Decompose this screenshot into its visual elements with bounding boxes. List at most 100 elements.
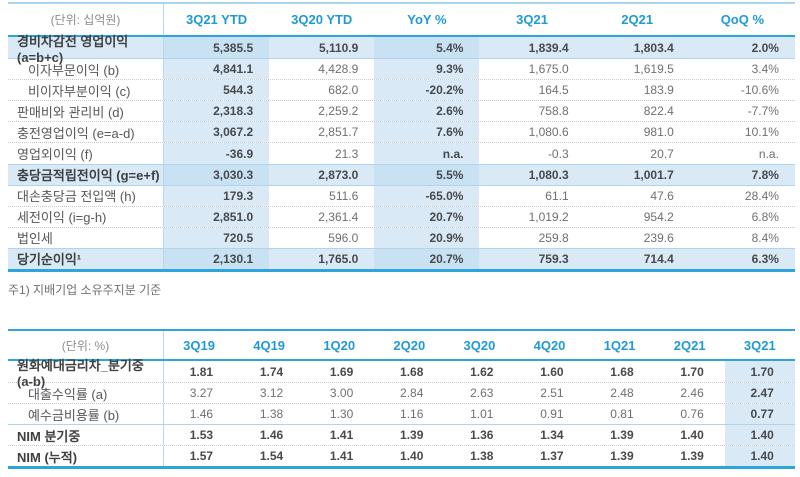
cell-value: 1.46 <box>189 407 214 421</box>
nim-table-body: 원화예대금리차_분기중 (a-b) 1.81 1.74 1.69 1.68 1.62 1.6… <box>8 358 795 466</box>
row-label: 경비차감전 영업이익 (a=b+c) <box>8 34 164 65</box>
column-header-4q20: 4Q20 <box>533 337 566 353</box>
cell-value: 20.7% <box>374 248 480 270</box>
cell-value: 1.53 <box>189 428 214 442</box>
column-header-1q20: 1Q20 <box>323 337 356 353</box>
cell-value: 1.01 <box>470 407 494 421</box>
row-label: 대손충당금 전입액 (h) <box>8 185 164 206</box>
row-label: 충당금적립전이익 (g=e+f) <box>8 164 164 185</box>
cell-value: 3,067.2 <box>164 122 270 143</box>
row-label: 영업외이익 (f) <box>8 143 164 164</box>
cell-value: 2,361.4 <box>318 209 359 224</box>
cell-value: 20.7 <box>650 146 674 161</box>
cell-value: 47.6 <box>650 188 674 203</box>
cell-value: 6.3% <box>751 251 779 266</box>
table-row: 예수금비용률 (b) 1.46 1.38 1.30 1.16 1.01 0.91 0.81 0.… <box>8 403 795 424</box>
cell-value: 5,110.9 <box>318 40 359 55</box>
cell-value: 1,019.2 <box>528 209 569 224</box>
cell-value: 7.8% <box>751 167 779 182</box>
table-row: 충전영업이익 (e=a-d) 3,067.2 2,851.7 7.6% 1,080.6 9… <box>8 121 795 143</box>
table-row: 비이자부분이익 (c) 544.3 682.0 -20.2% 164.5 183.9 -10… <box>8 79 795 101</box>
cell-value: 981.0 <box>643 125 674 140</box>
cell-value: 1.41 <box>329 449 354 463</box>
row-label: 당기순이익¹ <box>8 248 164 270</box>
cell-value: 164.5 <box>538 83 569 98</box>
column-header-2q20: 2Q20 <box>393 337 426 353</box>
column-header-3q19: 3Q19 <box>183 337 215 353</box>
column-header-3q21-ytd: 3Q21 YTD <box>185 12 248 27</box>
cell-value: -36.9 <box>164 143 270 164</box>
cell-value: 544.3 <box>164 80 270 101</box>
cell-value: 6.8% <box>751 209 779 224</box>
cell-value: 3.27 <box>189 386 214 400</box>
cell-value: 2,851.0 <box>164 206 270 227</box>
column-header-qoq: QoQ % <box>720 12 765 27</box>
cell-value: 5,385.5 <box>164 37 270 59</box>
cell-value: 1,080.3 <box>528 167 569 182</box>
column-header-1q21: 1Q21 <box>603 337 636 353</box>
cell-value: 5.5% <box>374 164 480 185</box>
cell-value: 1.70 <box>680 364 704 379</box>
cell-value: 1,803.4 <box>633 40 674 55</box>
cell-value: 1.39 <box>400 428 424 442</box>
cell-value: 1,001.7 <box>633 167 674 182</box>
table-row: 당기순이익¹ 2,130.1 1,765.0 20.7% 759.3 714.4 6.3% <box>8 247 795 270</box>
cell-value: 1.30 <box>329 407 354 421</box>
cell-value: 1.37 <box>540 449 564 463</box>
cell-value: 1.70 <box>724 361 795 382</box>
table-row: 충당금적립전이익 (g=e+f) 3,030.3 2,873.0 5.5% 1,080.… <box>8 163 795 185</box>
row-label: 비이자부분이익 (c) <box>8 80 164 101</box>
cell-value: 1.57 <box>189 449 214 463</box>
cell-value: 511.6 <box>329 188 359 203</box>
cell-value: 4,428.9 <box>318 62 359 77</box>
cell-value: 28.4% <box>744 188 779 203</box>
table-row: 경비차감전 영업이익 (a=b+c) 5,385.5 5,110.9 5.4% 1,83… <box>8 34 795 65</box>
cell-value: 9.3% <box>374 59 480 80</box>
cell-value: 61.1 <box>545 188 569 203</box>
row-label: NIM 분기중 <box>8 425 164 445</box>
cell-value: 20.7% <box>374 206 480 227</box>
cell-value: 3,030.3 <box>164 164 270 185</box>
cell-value: 2,130.1 <box>164 248 270 270</box>
cell-value: 1,675.0 <box>528 62 569 77</box>
cell-value: 239.6 <box>643 230 674 245</box>
cell-value: 2.46 <box>680 386 704 400</box>
cell-value: 2.6% <box>374 101 480 122</box>
table-row: 이자부문이익 (b) 4,841.1 4,428.9 9.3% 1,675.0 1,619… <box>8 58 795 80</box>
cell-value: 2.63 <box>470 386 494 400</box>
cell-value: 3.00 <box>329 386 354 400</box>
cell-value: 1.40 <box>400 449 424 463</box>
cell-value: 0.91 <box>540 407 564 421</box>
column-header-4q19: 4Q19 <box>253 337 286 353</box>
cell-value: 4,841.1 <box>164 59 270 80</box>
cell-value: 2,318.3 <box>164 101 270 122</box>
cell-value: 1.38 <box>470 449 494 463</box>
column-header-yoy: YoY % <box>407 12 447 27</box>
cell-value: 1.34 <box>540 428 564 442</box>
cell-value: 1.60 <box>540 364 564 379</box>
cell-value: 179.3 <box>164 185 270 206</box>
unit-label-percent: (단위: %) <box>8 331 164 359</box>
cell-value: 1,080.6 <box>528 125 569 140</box>
cell-value: 2.0% <box>751 40 779 55</box>
row-label: 판매비와 관리비 (d) <box>8 101 164 122</box>
cell-value: 1.40 <box>680 428 704 442</box>
cell-value: 1,839.4 <box>528 40 569 55</box>
cell-value: 1.68 <box>400 364 424 379</box>
table-row: 영업외이익 (f) -36.9 21.3 n.a. -0.3 20.7 n.a. <box>8 142 795 164</box>
cell-value: 1.39 <box>610 449 634 463</box>
cell-value: 1.40 <box>724 425 795 445</box>
cell-value: 720.5 <box>164 227 270 248</box>
cell-value: 1,765.0 <box>318 251 359 266</box>
cell-value: -7.7% <box>747 104 779 119</box>
cell-value: -10.6% <box>740 83 779 98</box>
cell-value: 5.4% <box>374 37 480 59</box>
cell-value: 1.41 <box>329 428 354 442</box>
cell-value: 0.77 <box>724 404 795 424</box>
row-label: 원화예대금리차_분기중 (a-b) <box>8 358 164 389</box>
cell-value: 1.81 <box>189 364 214 379</box>
nim-table-header-row: (단위: %) 3Q19 4Q19 1Q20 2Q20 3Q20 4Q20 1Q… <box>8 331 795 361</box>
cell-value: 259.8 <box>538 230 569 245</box>
cell-value: 682.0 <box>328 83 359 98</box>
table-row: 원화예대금리차_분기중 (a-b) 1.81 1.74 1.69 1.68 1.62 1.6… <box>8 358 795 389</box>
